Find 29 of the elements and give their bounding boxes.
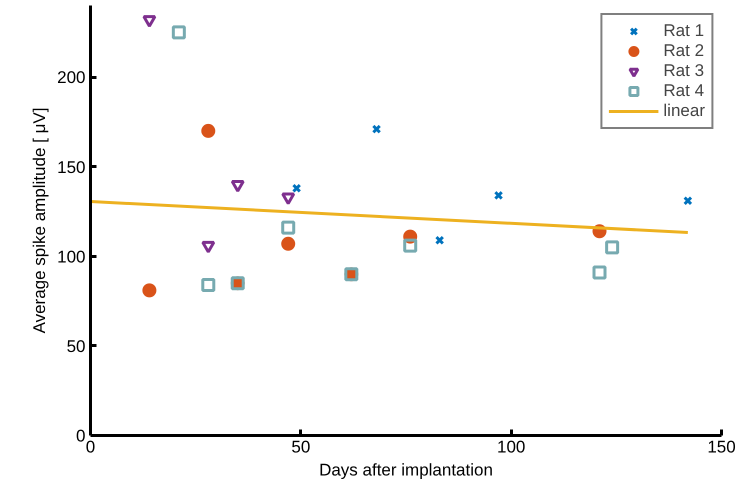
x-tick-label: 150 — [707, 438, 736, 456]
legend-label: Rat 3 — [663, 61, 704, 81]
legend-label: Rat 2 — [663, 41, 704, 61]
legend-label: linear — [663, 101, 705, 121]
point — [292, 184, 302, 193]
point — [201, 278, 216, 292]
point — [201, 124, 216, 138]
x-tick-label: 100 — [496, 438, 526, 456]
y-tick-label: 50 — [66, 336, 86, 356]
y-axis-title: Average spike amplitude [ μV] — [30, 108, 50, 334]
point — [494, 190, 504, 200]
point — [403, 238, 418, 253]
y-tick-label: 200 — [57, 68, 86, 88]
y-tick-label: 150 — [57, 158, 86, 177]
point — [372, 124, 382, 134]
x-tick-label: 50 — [291, 438, 310, 456]
point — [142, 283, 156, 298]
point — [281, 220, 296, 235]
point — [201, 240, 216, 254]
point — [172, 25, 186, 40]
point — [592, 265, 607, 280]
point — [683, 196, 693, 206]
legend-label: Rat 4 — [663, 81, 704, 101]
legend-label: Rat 1 — [663, 21, 704, 41]
point — [605, 240, 620, 254]
point — [281, 236, 296, 251]
x-axis-title: Days after implantation — [319, 460, 493, 480]
point — [434, 236, 444, 245]
y-tick-label: 100 — [57, 247, 86, 266]
